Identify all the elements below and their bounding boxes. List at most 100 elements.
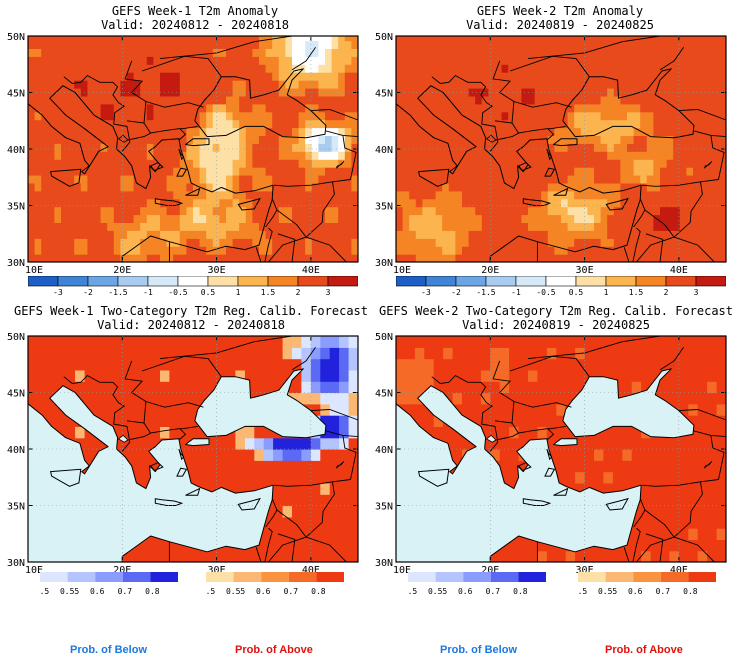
colorbar-label: -0.5 <box>536 288 555 297</box>
sea-outline <box>194 368 327 439</box>
colorbar-label: -0.5 <box>168 288 187 297</box>
longitude-label: 30E <box>576 565 594 576</box>
anomaly-field <box>396 36 726 262</box>
country-border <box>63 374 131 452</box>
country-border <box>255 247 262 262</box>
colorbar-swatch <box>206 572 234 582</box>
island-outline <box>176 467 188 477</box>
longitude-label: 30E <box>576 265 594 276</box>
below-colorbar-week1: 0.5 0.55 0.6 0.7 0.8 <box>40 572 178 596</box>
island-outline <box>149 462 164 472</box>
sea-outline <box>725 369 726 386</box>
sea-outline <box>725 69 726 86</box>
country-border <box>509 355 590 377</box>
lake-outline <box>335 461 345 469</box>
colorbar-swatch <box>40 572 68 582</box>
colorbar-label: -2 <box>451 288 461 297</box>
colorbar-label: 2 <box>664 288 669 297</box>
colorbar-swatch <box>695 276 726 287</box>
colorbar-label: -1.5 <box>476 288 495 297</box>
country-border <box>710 135 725 180</box>
country-border <box>517 125 566 134</box>
latitude-label: 30N <box>7 558 25 569</box>
country-border <box>546 428 555 441</box>
country-border <box>305 181 335 238</box>
country-border <box>659 347 684 371</box>
country-border <box>645 233 664 262</box>
island-outline <box>546 148 553 161</box>
country-border <box>527 336 661 360</box>
lake-outline <box>703 461 713 469</box>
longitude-label: 40E <box>670 265 688 276</box>
colorbar-label: -1 <box>143 288 153 297</box>
longitude-label: 40E <box>302 265 320 276</box>
country-border <box>124 60 147 124</box>
country-border <box>141 55 222 77</box>
latitude-label: 50N <box>375 32 393 43</box>
island-outline <box>49 468 82 487</box>
country-border <box>673 536 715 562</box>
colorbar-swatch <box>660 572 689 582</box>
lake-outline <box>485 434 497 443</box>
longitude-label: 20E <box>481 265 499 276</box>
country-border <box>145 101 204 108</box>
country-border <box>274 179 351 187</box>
longitude-label: 20E <box>113 565 131 576</box>
longitude-label: 10E <box>393 265 411 276</box>
country-border <box>274 479 351 487</box>
latitude-label: 50N <box>375 332 393 343</box>
country-border <box>546 128 555 141</box>
country-border <box>159 336 293 360</box>
island-outline <box>522 198 552 206</box>
country-border <box>492 360 515 424</box>
panel-1-valid-dates: Valid: 20240812 - 20240818 <box>101 18 289 32</box>
country-border <box>255 547 262 562</box>
colorbar-swatch <box>233 572 262 582</box>
island-outline <box>185 187 201 196</box>
country-border <box>517 425 566 434</box>
country-border <box>149 425 198 434</box>
anomaly-field <box>28 36 358 262</box>
colorbar-label: 3 <box>326 288 331 297</box>
colorbar-swatch <box>237 276 269 287</box>
longitude-label: 30E <box>208 265 226 276</box>
panel-1-title: GEFS Week-1 T2m Anomaly Valid: 20240812 … <box>30 4 360 32</box>
colorbar-swatch <box>455 276 487 287</box>
colorbar-label: -1.5 <box>108 288 127 297</box>
country-border <box>673 236 715 262</box>
latitude-label: 30N <box>7 258 25 269</box>
colorbar-swatch <box>578 572 606 582</box>
country-border <box>492 60 515 124</box>
colorbar-label: 0.55 <box>428 587 447 596</box>
island-outline <box>154 198 184 206</box>
country-border <box>678 409 726 438</box>
lake-outline <box>703 161 713 169</box>
colorbar-label: 1.5 <box>261 288 276 297</box>
colorbar-label: 0.5 <box>578 587 587 596</box>
above-colorbar-week1: 0.5 0.55 0.6 0.7 0.8 <box>206 572 344 596</box>
panel-3-title: GEFS Week-1 Two-Category T2m Reg. Calib.… <box>10 304 372 332</box>
panel-2-title: GEFS Week-2 T2m Anomaly Valid: 20240819 … <box>395 4 725 32</box>
island-outline <box>544 467 556 477</box>
colorbar-label: 0.6 <box>90 587 105 596</box>
latitude-label: 40N <box>7 145 25 156</box>
lake-outline <box>485 134 497 143</box>
country-border <box>635 509 675 562</box>
panel-3-valid-dates: Valid: 20240812 - 20240818 <box>97 318 285 332</box>
below-colorbar-week2: 0.5 0.55 0.6 0.7 0.8 <box>408 572 546 596</box>
colorbar-label: 1.5 <box>629 288 644 297</box>
island-outline <box>553 487 569 496</box>
colorbar-label: 2 <box>296 288 301 297</box>
country-border <box>513 101 572 108</box>
country-border <box>291 47 316 71</box>
country-border <box>632 227 641 262</box>
country-border <box>305 481 335 538</box>
colorbar-swatch <box>518 572 546 582</box>
island-outline <box>553 187 569 196</box>
country-border <box>141 355 222 377</box>
longitude-label: 10E <box>25 265 43 276</box>
country-border <box>63 74 131 152</box>
